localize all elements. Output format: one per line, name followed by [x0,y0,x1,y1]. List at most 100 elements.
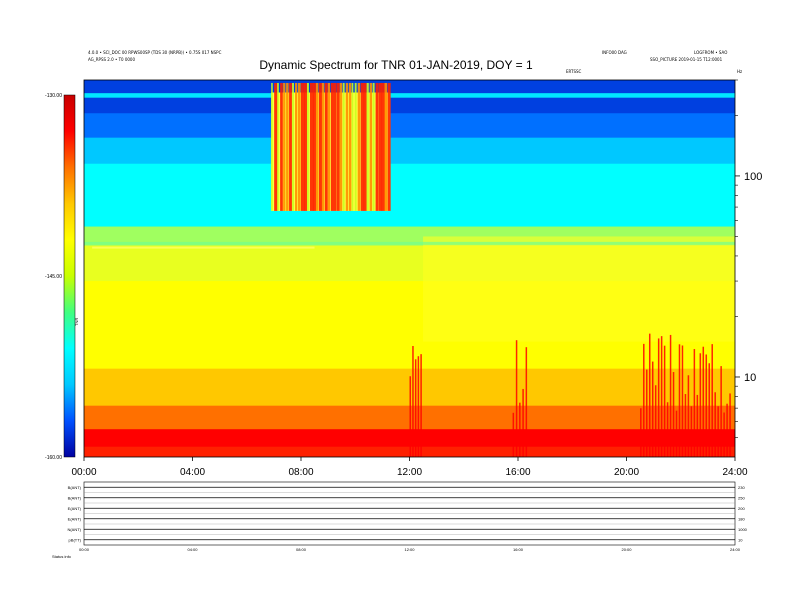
burst-streak [378,82,383,211]
burst-streak [708,363,710,457]
housekeeping-row-scale: 250 [738,495,745,500]
burst-streak [696,394,699,457]
header-right-3: SSO_PICTURE 2019-01-15 T12:0001 [650,57,723,62]
burst-streak [366,82,369,211]
burst-streak [312,82,317,211]
burst-streak [414,359,417,457]
burst-streak [714,392,716,457]
housekeeping-row-label: B(ANT) [68,495,82,500]
burst-streak [384,82,388,211]
burst-streak [729,393,731,457]
burst-streak [717,406,719,457]
chart-title: Dynamic Spectrum for TNR 01-JAN-2019, DO… [259,58,533,72]
colorbar-tick-label: -145.00 [45,274,62,280]
burst-streak [303,82,308,211]
burst-streak [512,412,515,457]
housekeeping-row-scale: 1000 [738,527,748,532]
housekeeping-row-scale: 200 [738,506,745,511]
x-tick-label: 08:00 [288,467,313,478]
burst-streak [525,347,528,457]
burst-streak [726,403,728,457]
burst-streak [678,344,681,457]
housekeeping-row-label: E(ANT) [68,506,82,511]
burst-streak [375,82,379,211]
burst-streak [301,82,305,211]
x-tick-label: 20:00 [614,467,639,478]
burst-streak [295,82,298,211]
burst-streak [298,82,301,211]
burst-streak [387,82,391,211]
housekeeping-x-label: 20:00 [621,547,632,552]
burst-streak [723,412,725,457]
burst-streak [705,354,708,457]
burst-streak [324,82,328,211]
burst-streak [348,82,352,211]
burst-streak [666,402,669,457]
spectrum-band [92,246,315,249]
burst-streak [351,82,354,211]
header-right-2: LOGFROM • SAO [694,50,728,55]
colorbar-label: TNR [74,318,79,326]
burst-streak [271,82,273,211]
housekeeping-x-label: 04:00 [187,547,198,552]
burst-streak [657,338,660,457]
housekeeping-x-label: 24:00 [730,547,741,552]
spectrum-band [423,236,735,342]
housekeeping-row-scale: 180 [738,516,745,521]
burst-streak [690,406,693,457]
colorbar-ticks: -130.00 -145.00 -160.00 [45,93,62,461]
colorbar-tick-label: -130.00 [45,93,62,99]
burst-streak [687,375,690,457]
burst-streak [684,394,687,457]
x-tick-label: 00:00 [71,467,96,478]
burst-streak [651,361,654,457]
burst-streak [289,82,292,211]
burst-streak [336,82,340,211]
x-tick-label: 16:00 [505,467,530,478]
burst-streak [669,334,672,457]
burst-streak [321,82,325,211]
burst-streak [702,346,705,457]
burst-streak [357,82,361,211]
burst-streak [720,366,722,457]
burst-streak [315,82,319,211]
burst-streak [333,82,337,211]
burst-streak [354,82,357,211]
burst-streak [640,408,642,457]
burst-streak [515,340,518,457]
burst-streak [522,388,524,457]
housekeeping-row-label: B(ANT) [68,485,82,490]
burst-streak [274,82,278,211]
burst-streak [345,82,349,211]
burst-streak [519,402,521,457]
burst-streak [699,353,702,457]
burst-streak [292,82,294,211]
colorbar-tick-label: -160.00 [45,455,62,461]
burst-streak [643,343,645,457]
burst-streak [412,345,414,457]
burst-streak [342,82,345,211]
burst-streak [372,82,375,211]
spectrogram [84,80,735,457]
burst-streak [280,82,283,211]
burst-streak [693,349,696,457]
burst-streak [654,385,657,457]
burst-streak [648,333,651,457]
housekeeping-row-label: E(ANT) [68,516,82,521]
y-axis: 100 10 [735,79,762,438]
burst-streak [327,82,331,211]
burst-streak [318,82,323,211]
y-tick-label: 10 [744,372,756,384]
x-tick-label: 24:00 [722,467,747,478]
burst-streak [675,410,678,457]
x-axis: 00:00 04:00 08:00 12:00 16:00 20:00 24:00 [71,457,748,478]
housekeeping-x-label: 12:00 [404,547,415,552]
colorbar [63,94,76,458]
burst-streak [330,82,334,211]
burst-streak [363,82,367,211]
burst-streak [369,82,373,211]
burst-streak [360,82,365,211]
burst-streak [420,354,422,457]
burst-streak [681,345,684,457]
